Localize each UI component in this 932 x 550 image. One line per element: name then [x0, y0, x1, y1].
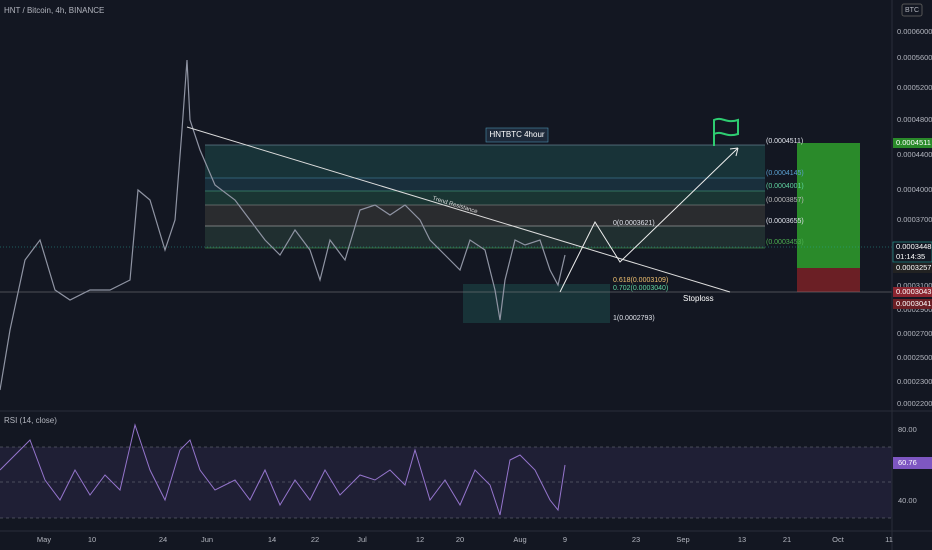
target-zone — [797, 143, 860, 268]
last-tag: 0.0003448 — [896, 242, 931, 251]
stop-zone — [797, 268, 860, 292]
stop-tag: 0.0003043 — [896, 287, 931, 296]
time-axis-label: 22 — [311, 535, 319, 544]
level-label: (0.0004001) — [766, 183, 804, 190]
price-axis-label: 0.0003700 — [897, 215, 932, 224]
box-title: HNTBTC 4hour — [489, 130, 544, 139]
time-axis-label: Aug — [513, 535, 526, 544]
stoploss-label: Stoploss — [683, 294, 714, 303]
currency-box — [901, 3, 923, 17]
target-tag: 0.0004511 — [896, 138, 931, 147]
price-axis-label: 0.0002900 — [897, 305, 932, 314]
fib-label: 0.618(0.0003109) — [613, 277, 668, 284]
entry-tag: 0.0003257 — [896, 263, 931, 272]
fib-label: 0(0.0003621) — [613, 220, 655, 227]
time-axis-label: 24 — [159, 535, 167, 544]
projection — [559, 147, 739, 293]
time-axis-label: 13 — [738, 535, 746, 544]
zone — [205, 191, 765, 205]
price-axis-label: 0.0004400 — [897, 150, 932, 159]
level-label: (0.0004511) — [766, 138, 803, 145]
time-axis-label: 14 — [268, 535, 276, 544]
level-label: (0.0003857) — [766, 197, 804, 204]
time-axis-label: 20 — [456, 535, 464, 544]
price-axis-label: 0.0005200 — [897, 83, 932, 92]
price-tag — [892, 241, 932, 263]
zone — [205, 178, 765, 191]
level-label: (0.0003655) — [766, 218, 804, 225]
price-tag — [893, 263, 932, 273]
time-axis-label: 10 — [88, 535, 96, 544]
price-tag — [893, 299, 932, 309]
countdown: 01:14:35 — [896, 252, 925, 261]
price-axis-label: 0.0006000 — [897, 27, 932, 36]
zone — [205, 226, 765, 248]
currency: BTC — [905, 7, 919, 14]
price-axis-label: 0.0004000 — [897, 185, 932, 194]
price-tag — [893, 138, 932, 148]
time-axis-label: Oct — [832, 535, 845, 544]
time-axis-label: Jun — [201, 535, 213, 544]
price-axis-label: 0.0002500 — [897, 353, 932, 362]
rsi-value: 60.76 — [898, 458, 917, 467]
time-axis-label: 12 — [416, 535, 424, 544]
time-axis-label: 11 — [885, 535, 893, 544]
price-tag — [893, 287, 932, 297]
zone — [205, 145, 765, 178]
label-box — [485, 127, 549, 143]
fib-label: 1(0.0002793) — [613, 315, 655, 322]
trend-line — [186, 126, 731, 293]
rsi-tag — [893, 457, 932, 469]
zone — [205, 205, 765, 226]
price-path — [0, 59, 566, 391]
fib-label: 0.702(0.0003040) — [613, 285, 668, 292]
price-axis-label: 0.0005600 — [897, 53, 932, 62]
time-axis-label: May — [37, 535, 51, 544]
time-axis-label: 9 — [563, 535, 567, 544]
stop2-tag: 0.0003041 — [896, 299, 931, 308]
time-axis-label: Jul — [357, 535, 367, 544]
time-axis-label: Sep — [676, 535, 689, 544]
zone-lines — [205, 144, 765, 249]
rsi-path — [0, 423, 566, 516]
price-axis-label: 0.0003100 — [897, 281, 932, 290]
price-axis-label: 0.0004800 — [897, 115, 932, 124]
flag-icon — [713, 117, 739, 146]
level-label: (0.0003453) — [766, 239, 804, 246]
symbol: HNT / Bitcoin, 4h, BINANCE — [4, 6, 104, 15]
rsi-axis-label: 80.00 — [898, 425, 917, 434]
arrow-head — [729, 147, 739, 157]
price-axis-label: 0.0002700 — [897, 329, 932, 338]
fib-box — [463, 284, 610, 323]
price-axis-label: 0.0002300 — [897, 377, 932, 386]
rsi-axis-label: 40.00 — [898, 496, 917, 505]
time-axis-label: 23 — [632, 535, 640, 544]
time-axis-label: 21 — [783, 535, 791, 544]
level-label: (0.0004145) — [766, 170, 804, 177]
price-axis-label: 0.0002200 — [897, 399, 932, 408]
rsi-title: RSI (14, close) — [4, 416, 57, 425]
